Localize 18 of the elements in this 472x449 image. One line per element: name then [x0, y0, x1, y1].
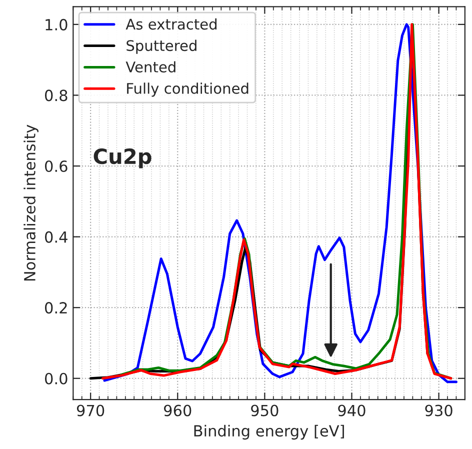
x-axis-title: Binding energy [eV]	[194, 424, 344, 440]
x-tick-label: 940	[338, 404, 366, 416]
x-tick-label: 950	[251, 404, 278, 416]
y-tick-label: 0.6	[45, 160, 68, 172]
legend-label: As extracted	[126, 18, 217, 30]
annotation: Cu2p	[94, 148, 152, 168]
y-tick-label: 0.4	[45, 231, 68, 243]
legend-label: Sputtered	[126, 40, 196, 54]
y-tick-label: 0.0	[45, 372, 68, 384]
legend-label: Vented	[126, 61, 176, 72]
y-tick-label: 0.8	[45, 90, 68, 102]
x-tick-label: 970	[76, 404, 104, 416]
y-axis-title: Normalized intensity	[24, 124, 38, 281]
y-tick-label: 0.2	[45, 302, 67, 314]
y-tick-label: 1.0	[46, 18, 68, 30]
legend-label: Fully conditioned	[127, 82, 248, 97]
x-tick-label: 930	[425, 404, 452, 416]
x-tick-label: 960	[164, 404, 192, 416]
